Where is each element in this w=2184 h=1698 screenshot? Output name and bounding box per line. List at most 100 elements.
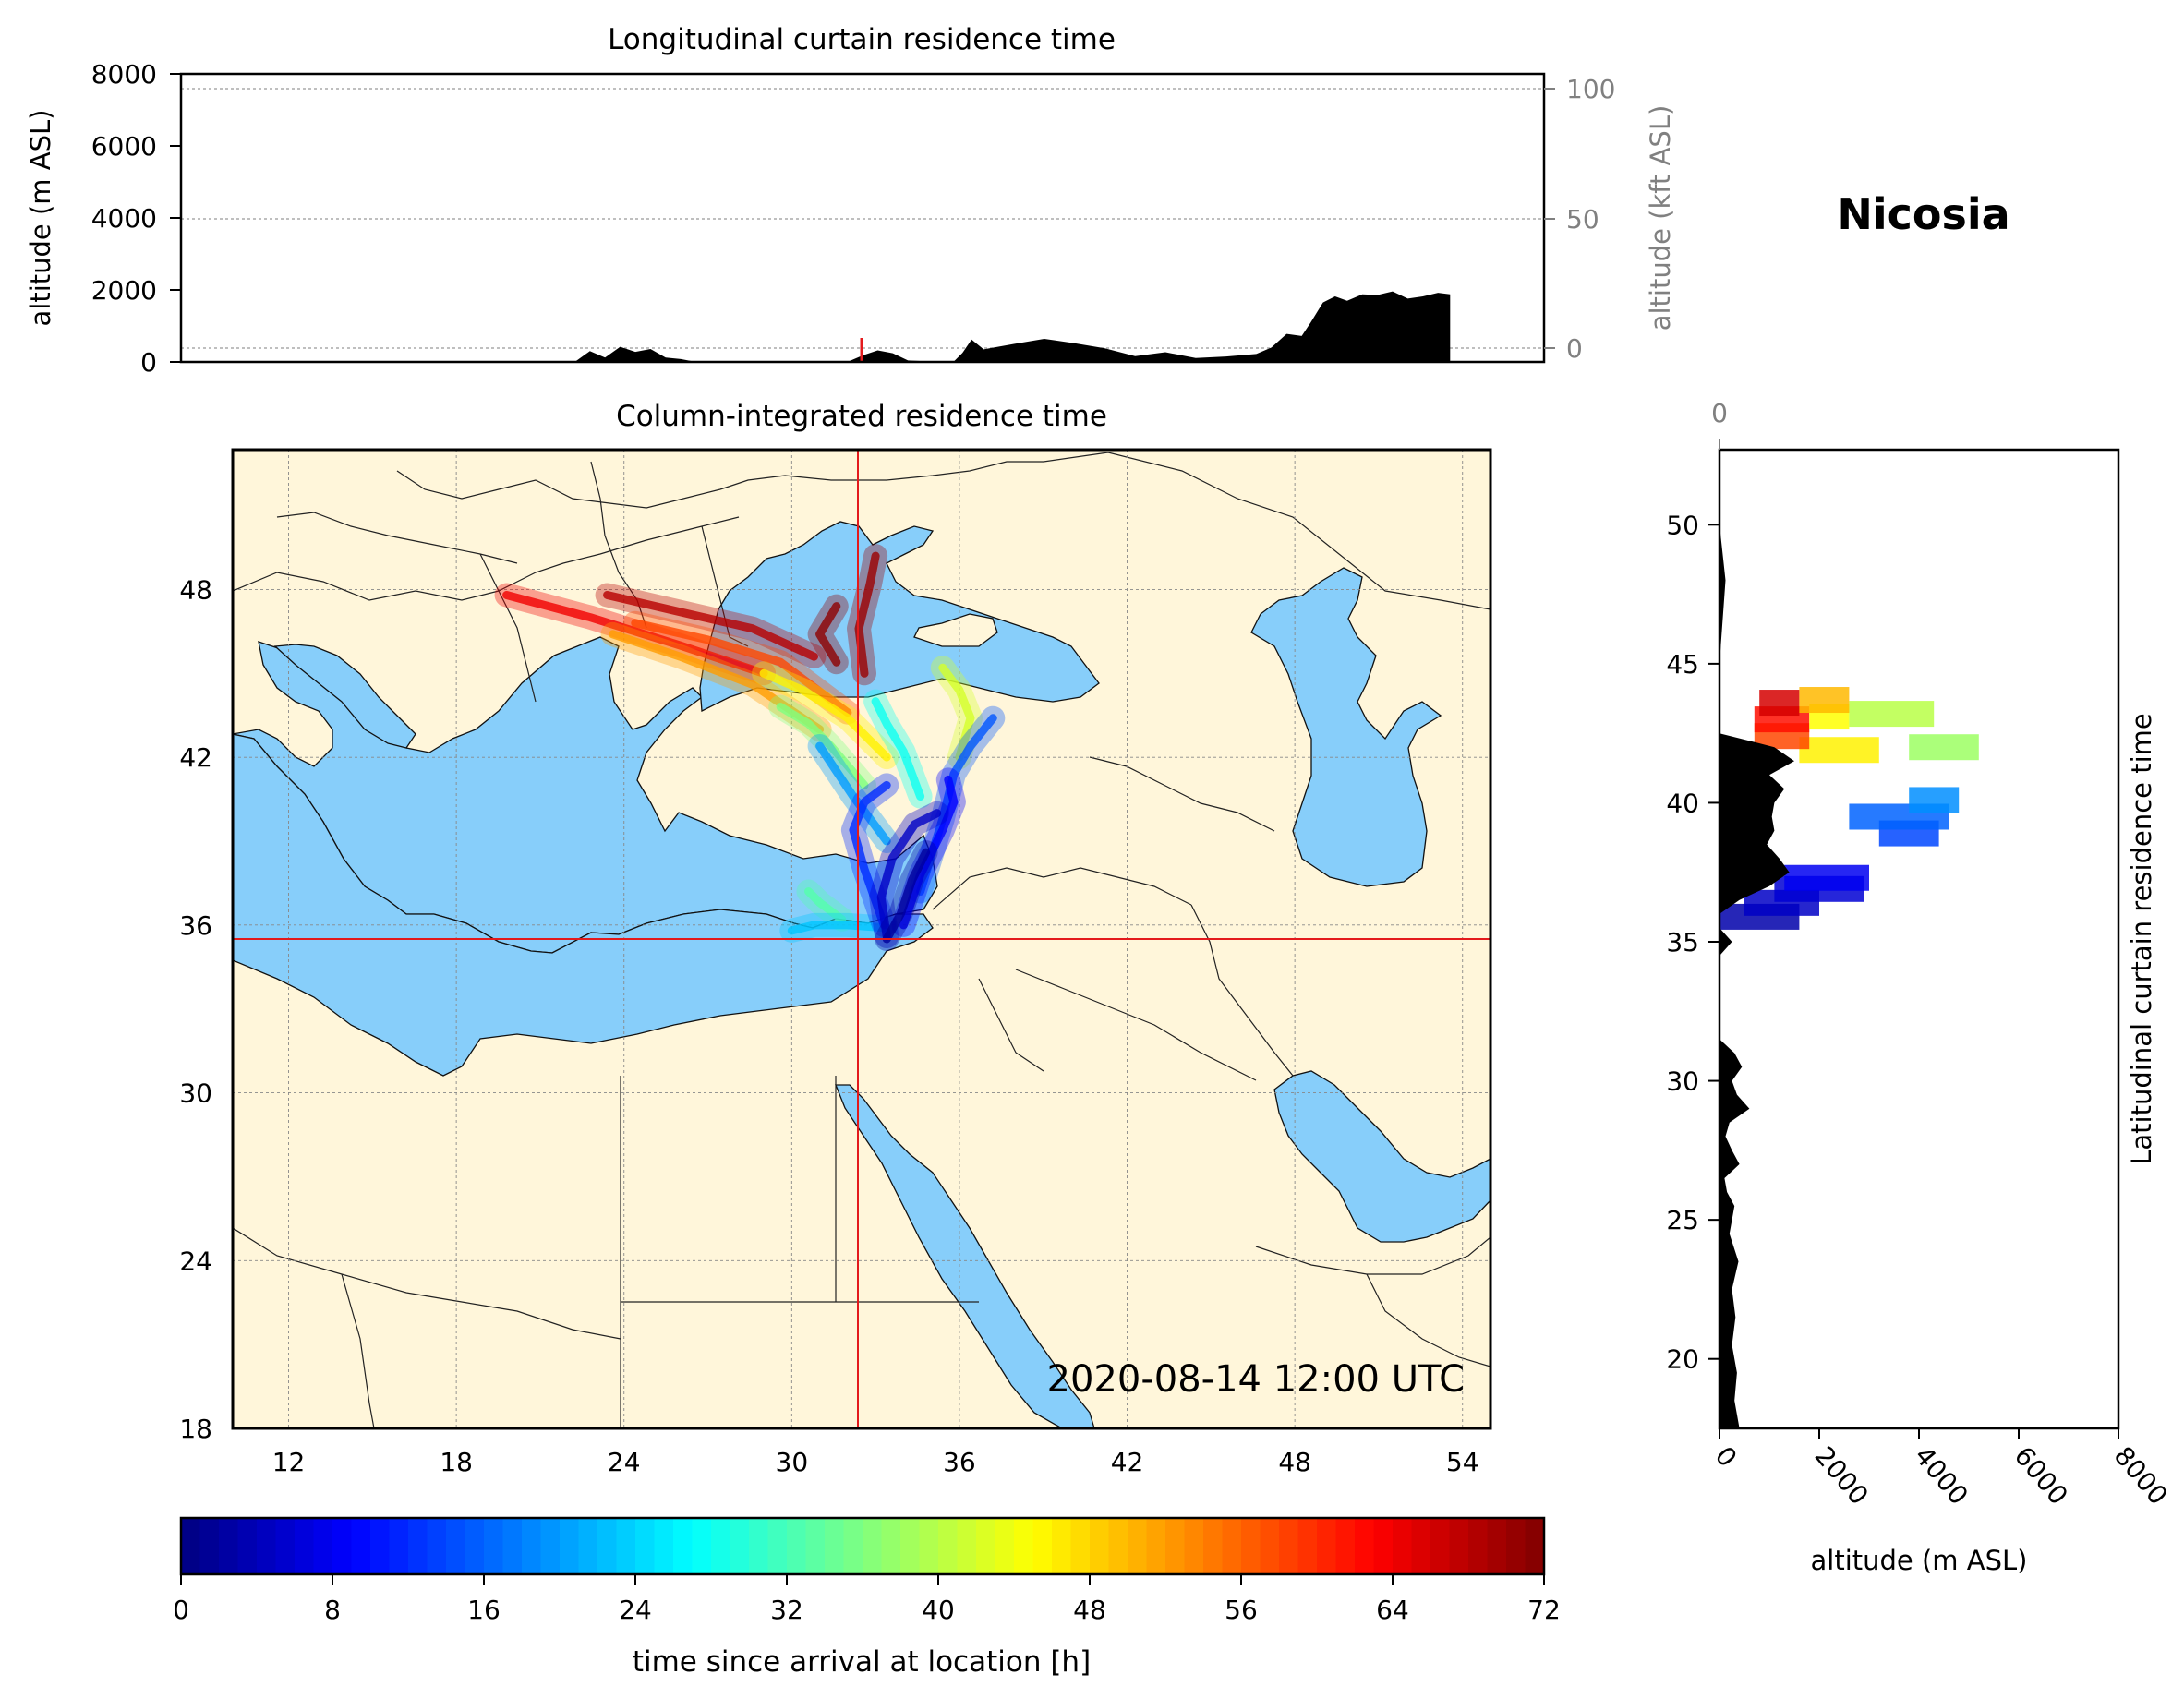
colorbar-cell	[275, 1518, 296, 1574]
trajectory-core	[815, 741, 891, 846]
colorbar-cell	[1355, 1518, 1375, 1574]
trajectory-core	[804, 887, 847, 924]
y-tick-label: 24	[179, 1246, 212, 1276]
colorbar-cell	[616, 1518, 636, 1574]
colorbar-cell	[1487, 1518, 1507, 1574]
colorbar-cell	[1297, 1518, 1318, 1574]
colorbar-cell	[313, 1518, 333, 1574]
colorbar-cell	[597, 1518, 618, 1574]
border-line	[233, 1227, 621, 1340]
colorbar-cell	[181, 1518, 201, 1574]
colorbar-cell	[711, 1518, 731, 1574]
colorbar-cell	[1279, 1518, 1299, 1574]
trajectory-core	[938, 663, 975, 762]
trajectory-core	[854, 551, 880, 678]
trajectory-core	[603, 591, 818, 661]
y-tick-label: 48	[179, 574, 212, 605]
residence-band	[1909, 787, 1960, 813]
border-line	[396, 470, 786, 509]
y-tick-label: 30	[179, 1078, 212, 1109]
colorbar-cell	[825, 1518, 845, 1574]
top-tick-label: 0	[1711, 398, 1728, 428]
trajectory-core	[899, 775, 959, 930]
colorbar-cell	[1032, 1518, 1053, 1574]
colorbar-tick-label: 48	[1073, 1595, 1106, 1625]
border-line	[1190, 904, 1294, 1077]
colorbar-cell	[237, 1518, 258, 1574]
colorbar-cell	[805, 1518, 826, 1574]
residence-band	[1799, 687, 1850, 714]
trajectory-core	[876, 809, 942, 941]
colorbar-cell	[1203, 1518, 1224, 1574]
x-tick-label: 0	[1709, 1440, 1744, 1473]
colorbar-cell	[1335, 1518, 1356, 1574]
trajectory-core	[787, 921, 891, 935]
colorbar-cell	[1393, 1518, 1413, 1574]
border-line	[1255, 1236, 1490, 1275]
colorbar-cell	[370, 1518, 391, 1574]
column-integrated-panel: Column-integrated residence time	[179, 400, 1492, 1477]
colorbar-cell	[1052, 1518, 1072, 1574]
colorbar-cell	[749, 1518, 769, 1574]
y-tick-label: 20	[1666, 1344, 1699, 1375]
x-tick-label: 4000	[1909, 1440, 1974, 1511]
y-tick-label: 45	[1666, 649, 1699, 680]
colorbar-cell	[1070, 1518, 1091, 1574]
y-tick-label: 18	[179, 1414, 212, 1444]
longitudinal-curtain-panel: Longitudinal curtain residence time 0 20…	[25, 23, 1676, 378]
colorbar-cell	[540, 1518, 561, 1574]
caspian-sea	[1250, 567, 1442, 887]
latitudinal-plot-area	[1719, 450, 2118, 1428]
colorbar-cell	[1525, 1518, 1545, 1574]
map-frame	[231, 448, 1492, 1430]
trajectory-core	[815, 602, 841, 667]
border-line	[1089, 756, 1275, 832]
y-tick-label: 35	[1666, 927, 1699, 957]
colorbar-cell	[484, 1518, 504, 1574]
colorbar-cell	[692, 1518, 712, 1574]
border-line	[1366, 1273, 1490, 1367]
colorbar-tick-label: 16	[467, 1595, 501, 1625]
longitudinal-terrain-fill	[181, 291, 1451, 362]
colorbar-cell	[843, 1518, 863, 1574]
colorbar-cell	[522, 1518, 542, 1574]
colorbar-cell	[427, 1518, 447, 1574]
colorbar-tick-label: 64	[1376, 1595, 1409, 1625]
map-borders	[233, 452, 1490, 1428]
y-tick-label: 36	[179, 910, 212, 941]
y-tick-label: 30	[1666, 1066, 1699, 1097]
residence-band	[1909, 734, 1979, 761]
colorbar-cell	[1317, 1518, 1337, 1574]
colorbar-cell	[1449, 1518, 1469, 1574]
residence-band	[1799, 737, 1879, 764]
longitudinal-right-axis-label: altitude (kft ASL)	[1645, 105, 1676, 331]
trajectory-core	[502, 591, 768, 678]
colorbar-tick-label: 24	[619, 1595, 652, 1625]
colorbar-cell	[787, 1518, 807, 1574]
border-line	[1043, 452, 1490, 610]
column-integrated-title: Column-integrated residence time	[616, 400, 1107, 433]
x-tick-label: 30	[776, 1447, 809, 1477]
border-line	[341, 1273, 375, 1428]
longitudinal-y-axis-label: altitude (m ASL)	[25, 110, 56, 327]
timestamp-label: 2020-08-14 12:00 UTC	[1047, 1358, 1465, 1401]
border-line	[479, 553, 537, 703]
red-sea	[835, 1084, 1095, 1428]
x-tick-label: 42	[1111, 1447, 1144, 1477]
border-line	[1015, 969, 1257, 1081]
colorbar-cell	[578, 1518, 598, 1574]
colorbar-cell	[465, 1518, 485, 1574]
latitudinal-x-axis-label: altitude (m ASL)	[1811, 1545, 2028, 1576]
colorbar-cell	[1014, 1518, 1034, 1574]
trajectory-core	[882, 848, 931, 944]
colorbar-ticks: 0 8 16 24 32 40 48 56 64 72	[173, 1574, 1561, 1625]
x-tick-label: 12	[272, 1447, 306, 1477]
trajectory-core	[759, 668, 891, 762]
colorbar-cell	[502, 1518, 523, 1574]
colorbar-cell	[995, 1518, 1015, 1574]
y-tick-label: 2000	[91, 275, 157, 306]
colorbar-cell	[730, 1518, 750, 1574]
colorbar-tick-label: 32	[770, 1595, 803, 1625]
colorbar-cell	[767, 1518, 788, 1574]
